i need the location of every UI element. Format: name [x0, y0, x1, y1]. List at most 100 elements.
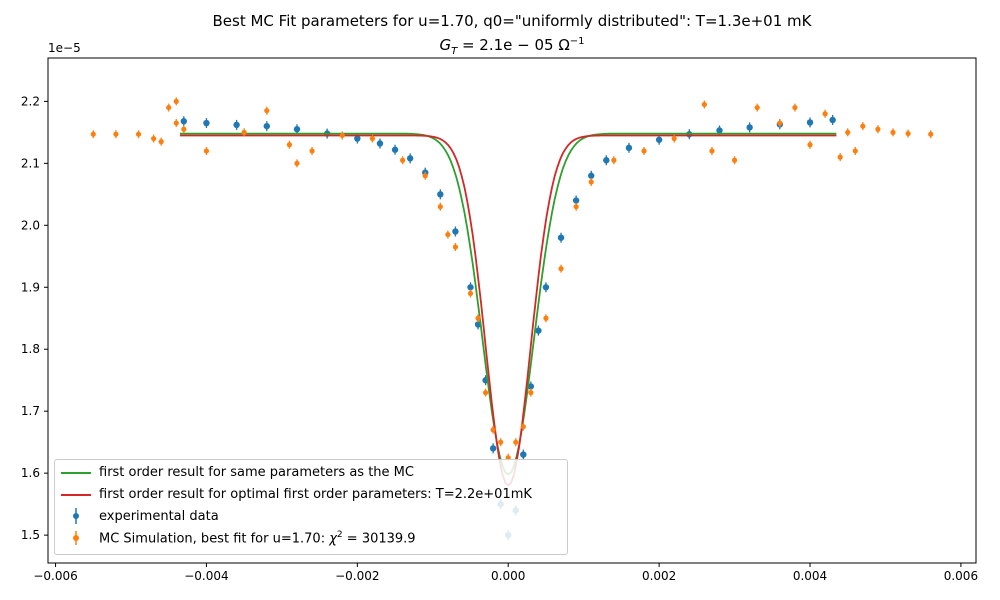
mc-point [875, 126, 881, 132]
experimental-point [391, 146, 399, 153]
x-tick-label: −0.002 [335, 569, 379, 583]
mc-point [445, 231, 451, 238]
mc-point [890, 129, 896, 135]
mc-point [905, 130, 911, 137]
y-tick-label: 1.7 [21, 404, 40, 418]
mc-point [241, 129, 247, 135]
mc-point [822, 111, 828, 117]
x-tick-label: 0.002 [642, 569, 676, 583]
legend-label-mc: MC Simulation, best fit for u=1.70: χ2 =… [99, 530, 416, 546]
experimental-point [406, 155, 414, 162]
mc-point [860, 123, 866, 129]
x-tick-label: 0.000 [491, 569, 525, 583]
mc-point [309, 148, 315, 154]
mc-point [754, 104, 760, 111]
mc-point [475, 315, 481, 321]
mc-point [792, 104, 798, 111]
legend-label-mc-prefix: MC Simulation, best fit for u=1.70: [99, 531, 330, 547]
mc-point [498, 439, 504, 445]
experimental-point [233, 121, 240, 129]
mc-point [701, 101, 707, 108]
y-tick-label: 1.6 [21, 466, 40, 480]
mc-point [422, 173, 428, 179]
mc-point [203, 148, 210, 154]
experimental-point [588, 172, 595, 179]
mc-point [151, 135, 157, 142]
legend-item-first-order-optimal: first order result for optimal first ord… [61, 483, 532, 505]
experimental-point [535, 327, 542, 334]
legend-label-mc-chi: χ [329, 531, 337, 547]
y-tick-label: 1.5 [21, 528, 40, 542]
experimental-point [829, 116, 836, 124]
mc-point [731, 157, 738, 163]
mc-point [173, 120, 179, 126]
mc-point [437, 204, 443, 210]
mc-point [369, 135, 376, 142]
subtitle-subscript: T [451, 46, 458, 57]
mc-point [573, 204, 579, 210]
mc-point [467, 290, 474, 297]
experimental-point [572, 197, 580, 204]
mc-point [928, 131, 934, 137]
series-line-first-order-optimal [180, 134, 837, 487]
experimental-point [557, 234, 565, 241]
mc-point [294, 160, 300, 166]
mc-point [513, 439, 519, 445]
y-tick-label: 2.1 [21, 156, 40, 170]
legend-label-experimental: experimental data [99, 508, 219, 524]
mc-point [490, 427, 496, 433]
subtitle-value: = 2.1e − 05 Ω [457, 36, 570, 54]
mc-point [807, 142, 813, 148]
experimental-point [806, 119, 814, 126]
legend-swatch-experimental [61, 506, 91, 526]
experimental-point [542, 284, 550, 291]
x-tick-label: −0.004 [184, 569, 228, 583]
axes-frame [47, 57, 977, 564]
mc-point [482, 390, 489, 396]
legend-item-first-order-same: first order result for same parameters a… [61, 461, 414, 483]
experimental-point [467, 284, 474, 291]
x-tick-label: 0.004 [793, 569, 827, 583]
experimental-point [263, 122, 270, 130]
experimental-point [437, 191, 444, 198]
mc-point [452, 244, 459, 250]
mc-point [709, 148, 715, 154]
mc-point [90, 131, 96, 137]
mc-point [641, 148, 647, 154]
mc-point [135, 131, 142, 137]
mc-point [520, 424, 526, 430]
y-tick-label: 1.9 [21, 280, 40, 294]
chart-title: Best MC Fit parameters for u=1.70, q0="u… [212, 12, 812, 30]
legend-item-mc: MC Simulation, best fit for u=1.70: χ2 =… [61, 527, 416, 549]
mc-point [181, 126, 187, 132]
chart-subtitle: GT = 2.1e − 05 Ω−1 [48, 33, 976, 61]
experimental-point [452, 228, 459, 235]
experimental-point [354, 135, 361, 142]
subtitle-superscript: −1 [569, 36, 585, 47]
legend-label-mc-value: = 30139.9 [342, 531, 416, 547]
mc-point [671, 135, 677, 142]
mc-point [339, 132, 345, 139]
legend-swatch-mc [61, 528, 91, 548]
mc-point [166, 104, 172, 111]
mc-point [543, 315, 549, 321]
mc-point [558, 266, 564, 272]
experimental-point [293, 126, 301, 133]
experimental-point [489, 445, 497, 452]
mc-point [173, 98, 179, 104]
experimental-point [527, 383, 535, 390]
x-tick-label: −0.006 [33, 569, 77, 583]
y-tick-label: 2.2 [21, 94, 40, 108]
legend: first order result for same parameters a… [54, 459, 568, 555]
experimental-point [376, 140, 384, 147]
experimental-point [520, 451, 527, 458]
series-line-first-order-same [180, 132, 837, 476]
mc-point [400, 157, 406, 163]
experimental-point [203, 119, 210, 127]
experimental-point [746, 124, 753, 131]
x-tick-label: 0.006 [944, 569, 978, 583]
mc-point [845, 129, 851, 135]
experimental-point [180, 118, 188, 125]
legend-label-first-order-optimal: first order result for optimal first ord… [99, 486, 532, 502]
